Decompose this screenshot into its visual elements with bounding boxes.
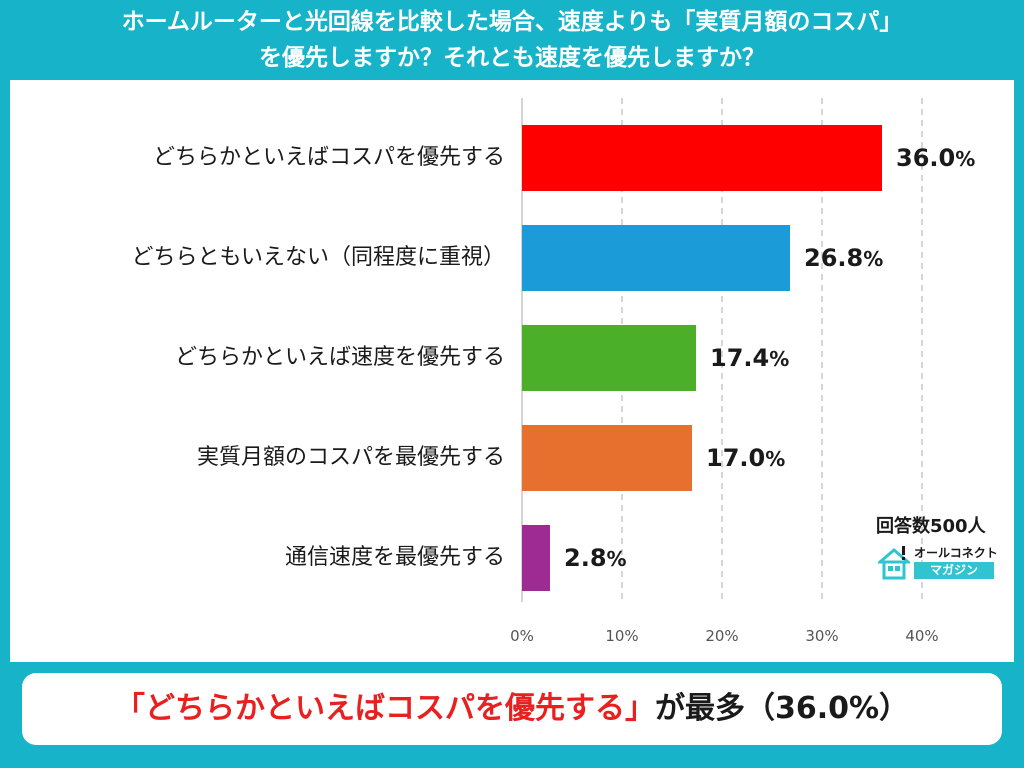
bar [522,325,696,391]
x-tick-label: 0% [510,627,534,645]
category-label: どちらかといえば速度を優先する [174,345,505,370]
bar-chart [521,98,923,602]
data-label: 17.0% [706,444,786,472]
category-label: 実質月額のコスパを最優先する [196,445,505,470]
category-label: 通信速度を最優先する [284,545,505,570]
summary-banner: 「どちらかといえばコスパを優先する」が最多（36.0%） [22,673,1002,745]
bar [522,425,692,491]
data-label: 26.8% [804,244,884,272]
category-label: どちらともいえない（同程度に重視） [131,245,505,270]
x-tick-label: 30% [805,627,839,645]
chart-panel: 0% 10% 20% 30% 40% どちらかといえばコスパを優先する 36.0% どちらとも… [10,80,1014,662]
brand-logo: オールコネクト マガジン [878,542,998,582]
chart-title: ホームルーターと光回線を比較した場合、速度よりも「実質月額のコスパ」 を優先しま… [0,0,1024,78]
bar [522,525,550,591]
bar [522,225,790,291]
x-tick-label: 10% [605,627,639,645]
summary-rest: が最多（36.0%） [654,691,910,726]
data-label: 2.8% [564,544,627,572]
x-tick-label: 40% [905,627,939,645]
bar [522,125,882,191]
data-label: 36.0% [896,144,976,172]
x-tick-label: 20% [705,627,739,645]
house-icon [878,546,910,580]
logo-brand-name: オールコネクト [914,546,998,560]
chart-title-line2: を優先しますか？それとも速度を優先しますか？ [259,45,765,71]
data-label: 17.4% [710,344,790,372]
logo-brand-sub: マガジン [914,562,994,579]
chart-title-line1: ホームルーターと光回線を比較した場合、速度よりも「実質月額のコスパ」 [121,9,903,35]
category-label: どちらかといえばコスパを優先する [152,145,505,170]
summary-highlight: 「どちらかといえばコスパを優先する」 [114,691,655,726]
respondent-count: 回答数500人 [876,516,986,537]
